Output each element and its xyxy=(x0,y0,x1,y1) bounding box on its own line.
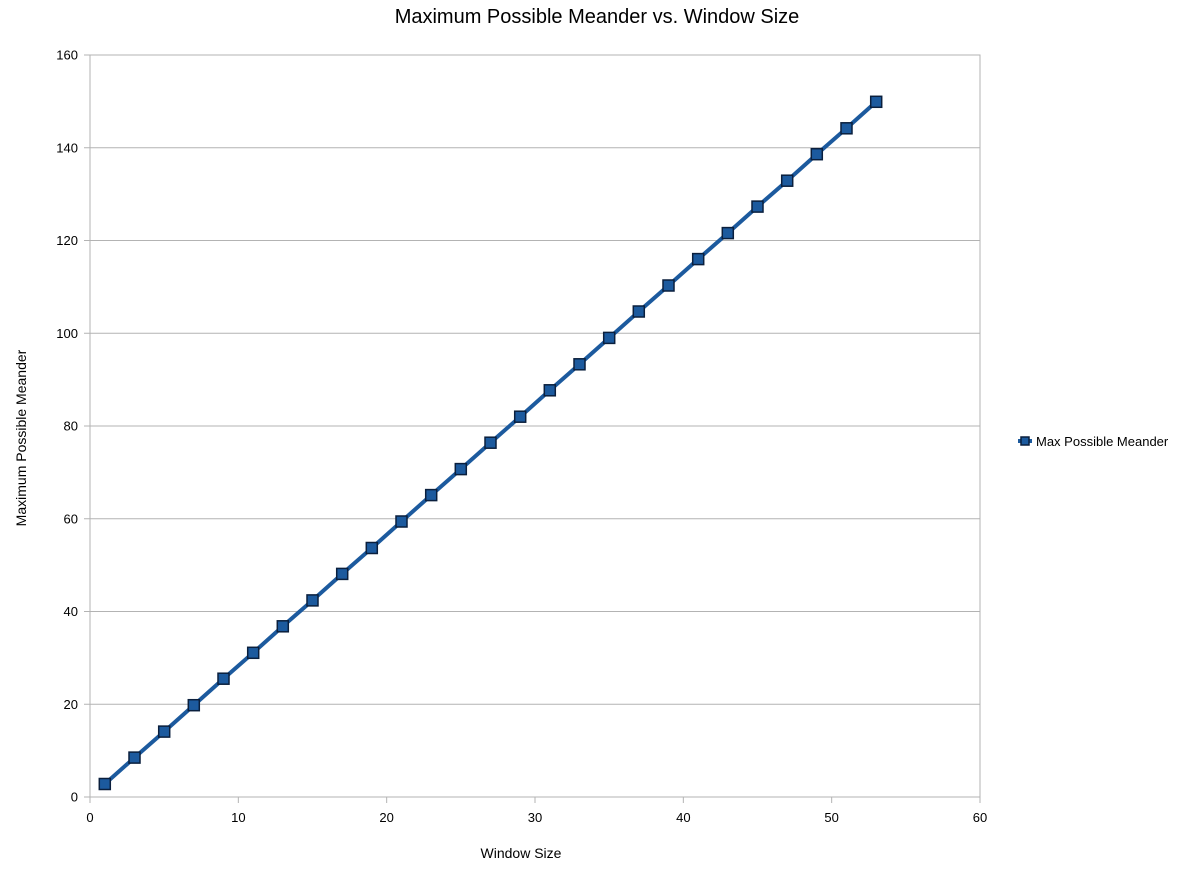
y-tick-label: 140 xyxy=(56,140,78,155)
data-point xyxy=(869,95,883,109)
data-point xyxy=(187,698,201,712)
data-point xyxy=(721,226,735,240)
data-point xyxy=(365,541,379,555)
legend-marker-swatch xyxy=(1020,436,1030,446)
x-tick-label: 10 xyxy=(231,810,245,825)
data-point xyxy=(513,410,527,423)
x-tick-label: 50 xyxy=(824,810,838,825)
y-tick-label: 20 xyxy=(64,697,78,712)
legend-label: Max Possible Meander xyxy=(1036,434,1169,449)
series-layer xyxy=(98,95,883,791)
legend: Max Possible Meander xyxy=(1018,434,1169,449)
data-point xyxy=(751,200,764,213)
y-tick-label: 120 xyxy=(56,233,78,248)
data-point xyxy=(632,305,646,318)
data-point xyxy=(780,174,794,187)
data-point xyxy=(335,567,349,581)
x-tick-label: 20 xyxy=(379,810,393,825)
data-point xyxy=(454,462,468,476)
data-point xyxy=(217,672,230,685)
data-point xyxy=(602,331,616,345)
series-1 xyxy=(98,95,883,791)
y-tick-label: 60 xyxy=(64,511,78,526)
data-point xyxy=(306,594,319,607)
y-tick-label: 40 xyxy=(64,604,78,619)
data-point xyxy=(810,147,824,161)
x-tick-label: 60 xyxy=(973,810,987,825)
data-point xyxy=(246,646,260,660)
gridlines xyxy=(90,54,980,798)
data-point xyxy=(276,620,290,633)
data-point xyxy=(157,725,171,738)
y-tick-label: 160 xyxy=(56,48,78,63)
x-tick-label: 30 xyxy=(528,810,542,825)
y-tick-label: 80 xyxy=(64,419,78,434)
chart-title: Maximum Possible Meander vs. Window Size xyxy=(395,6,800,28)
data-point xyxy=(128,751,141,764)
data-point xyxy=(662,279,675,292)
x-axis-label: Window Size xyxy=(481,845,562,861)
x-tick-label: 40 xyxy=(676,810,690,825)
data-point xyxy=(573,358,586,371)
data-point xyxy=(395,515,408,528)
y-tick-label: 100 xyxy=(56,326,78,341)
y-tick-label: 0 xyxy=(71,790,78,805)
y-axis-label: Maximum Possible Meander xyxy=(13,349,29,526)
data-point xyxy=(484,436,497,449)
data-point xyxy=(98,777,112,791)
data-point xyxy=(691,252,705,266)
axes: 0 20 40 60 80 100 120 140 160 0 10 20 30 40 50 60 xyxy=(56,48,987,826)
data-point xyxy=(840,122,853,135)
data-point xyxy=(543,384,557,397)
x-tick-label: 0 xyxy=(86,810,93,825)
data-point xyxy=(424,488,438,502)
